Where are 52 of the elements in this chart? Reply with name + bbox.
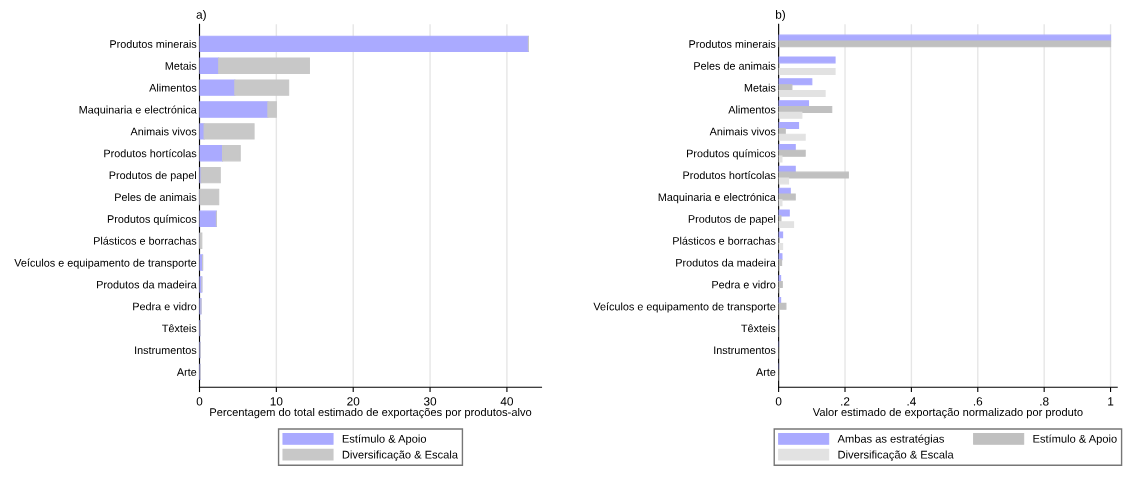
y-tick-label: Maquinaria e electrónica	[79, 105, 197, 116]
y-tick-label: Têxteis	[162, 324, 197, 333]
legend-label: Ambas as estratégias	[837, 434, 944, 445]
x-tick-label: .2	[841, 397, 850, 406]
x-tick-label: 0	[196, 397, 203, 406]
x-tick-label: .8	[1040, 397, 1049, 406]
x-axis-title: Valor estimado de exportação normalizado por produto	[812, 407, 1083, 419]
y-tick-label: Têxteis	[741, 324, 776, 333]
chart-title: a)	[196, 10, 206, 22]
y-tick-label: Produtos químicos	[107, 214, 197, 226]
x-tick-label: .6	[973, 397, 983, 406]
y-tick-label: Veículos e equipamento de transporte	[593, 302, 776, 313]
y-tick-label: Peles de animais	[115, 193, 197, 201]
y-tick-label: Metais	[744, 83, 776, 92]
x-tick-label: 0	[775, 397, 782, 406]
y-tick-label: Animais vivos	[709, 127, 776, 136]
y-tick-label: Produtos da madeira	[97, 280, 197, 289]
x-tick-label: 40	[500, 397, 514, 406]
y-tick-label: Plásticos e borrachas	[673, 236, 776, 245]
y-tick-label: Metais	[165, 61, 197, 70]
x-tick-label: 10	[270, 397, 283, 406]
chart-title: b)	[776, 10, 785, 22]
y-tick-label: Produtos químicos	[687, 149, 776, 160]
y-tick-label: Alimentos	[149, 83, 197, 92]
x-tick-label: 30	[423, 397, 437, 406]
legend-label: Diversificação & Escala	[838, 450, 954, 461]
y-tick-label: Veículos e equipamento de transporte	[14, 258, 197, 269]
x-tick-label: 20	[347, 397, 360, 406]
y-tick-label: Produtos hortícolas	[104, 149, 197, 158]
y-tick-label: Produtos minerais	[689, 39, 776, 48]
y-tick-label: Animais vivos	[130, 127, 197, 136]
y-tick-label: Pedra e vidro	[133, 302, 197, 311]
x-tick-label: .4	[907, 397, 916, 406]
y-tick-label: Arte	[176, 368, 197, 376]
y-tick-label: Produtos minerais	[110, 39, 197, 48]
y-tick-label: Pedra e vidro	[712, 280, 776, 289]
y-tick-label: Instrumentos	[135, 346, 197, 355]
y-tick-label: Produtos da madeira	[676, 258, 776, 267]
legend-label: Diversificação & Escala	[342, 450, 458, 461]
x-tick-label: 1	[1108, 397, 1114, 406]
y-tick-label: Maquinaria e electrónica	[658, 192, 776, 204]
y-tick-label: Produtos de papel	[688, 214, 776, 225]
y-tick-label: Alimentos	[728, 105, 776, 114]
y-tick-label: Produtos de papel	[109, 171, 196, 182]
y-tick-label: Arte	[756, 368, 776, 376]
y-tick-label: Peles de animais	[694, 61, 776, 70]
y-tick-label: Instrumentos	[714, 346, 776, 355]
y-tick-label: Produtos hortícolas	[683, 171, 776, 180]
y-tick-label: Plásticos e borrachas	[94, 236, 197, 245]
legend-label: Estímulo & Apoio	[342, 434, 427, 445]
x-axis-title: Percentagem do total estimado de exportações por produtos-alvo	[210, 407, 532, 419]
legend-label: Estímulo & Apoio	[1033, 434, 1117, 445]
